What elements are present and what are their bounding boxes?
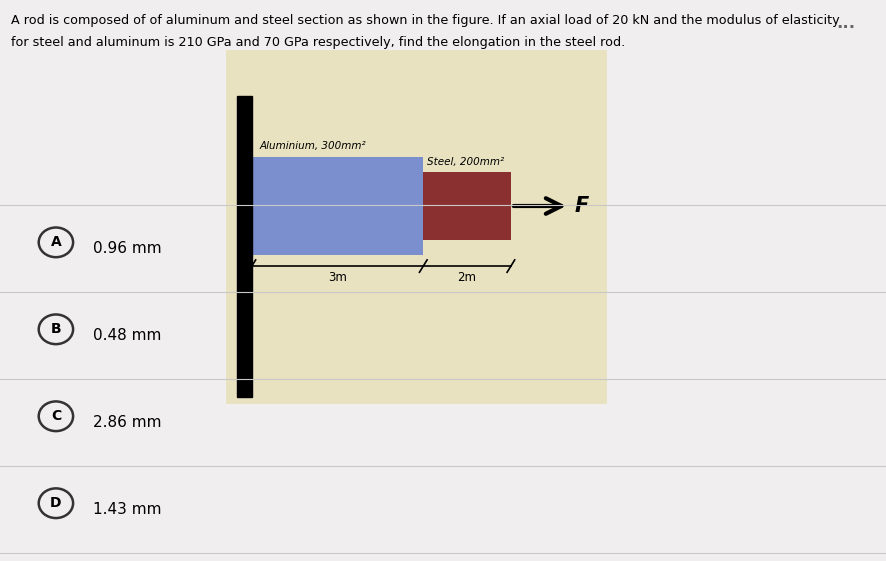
- Text: 2.86 mm: 2.86 mm: [93, 415, 161, 430]
- Text: B: B: [51, 323, 61, 336]
- Bar: [252, 157, 424, 255]
- Text: 2m: 2m: [457, 272, 477, 284]
- Text: A rod is composed of of aluminum and steel section as shown in the figure. If an: A rod is composed of of aluminum and ste…: [11, 14, 839, 27]
- Text: 3m: 3m: [328, 272, 347, 284]
- Text: 0.96 mm: 0.96 mm: [93, 241, 161, 256]
- Text: A: A: [51, 236, 61, 249]
- Text: for steel and aluminum is 210 GPa and 70 GPa respectively, find the elongation i: for steel and aluminum is 210 GPa and 70…: [11, 36, 625, 49]
- Text: F: F: [574, 196, 589, 216]
- Bar: [424, 172, 511, 240]
- Text: Steel, 200mm²: Steel, 200mm²: [427, 157, 504, 167]
- Text: Aluminium, 300mm²: Aluminium, 300mm²: [260, 141, 366, 151]
- Text: 1.43 mm: 1.43 mm: [93, 502, 161, 517]
- Text: C: C: [51, 410, 61, 423]
- Text: ...: ...: [835, 14, 855, 32]
- Bar: [237, 96, 252, 397]
- Text: 0.48 mm: 0.48 mm: [93, 328, 161, 343]
- Text: D: D: [51, 496, 62, 510]
